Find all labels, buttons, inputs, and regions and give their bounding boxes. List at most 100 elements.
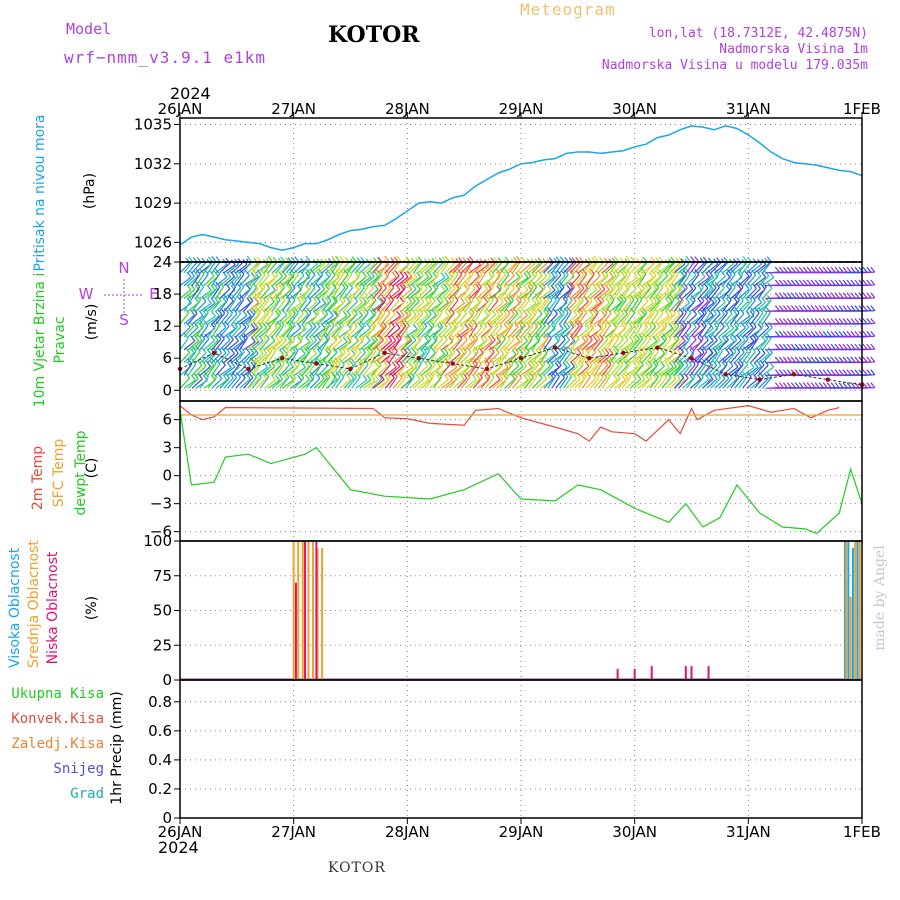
- wind-barb: [492, 314, 504, 325]
- wind-barb: [860, 387, 875, 389]
- wind-barb: [597, 339, 609, 351]
- wind-barb-flag: [700, 322, 706, 329]
- wind-barb-flag: [523, 284, 529, 291]
- wind-barb-flag: [443, 348, 449, 354]
- wind-barb: [570, 301, 581, 312]
- wind-barb: [758, 377, 769, 389]
- wind-barb-flag: [264, 294, 270, 301]
- wind-barb: [321, 300, 332, 312]
- wind-barb: [673, 338, 684, 351]
- wind-barb: [203, 289, 216, 299]
- wind-barb-flag: [778, 305, 784, 311]
- wind-barb: [535, 287, 546, 299]
- wind-barb-flag: [186, 297, 192, 304]
- wind-barb: [327, 376, 337, 389]
- wind-barb: [519, 300, 530, 312]
- wind-barb-flag: [716, 360, 722, 366]
- wind-barb: [207, 363, 217, 376]
- wind-barb: [734, 339, 746, 351]
- wind-barb-flag: [854, 382, 860, 388]
- wind-barb: [297, 299, 307, 312]
- wind-barb-flag: [700, 271, 706, 278]
- wind-barb-flag: [286, 271, 292, 278]
- wind-barb: [413, 313, 424, 325]
- wind-barb: [661, 366, 674, 376]
- wind-barb: [581, 262, 593, 274]
- wind-barb-flag: [254, 373, 260, 380]
- wind-barb: [508, 326, 519, 338]
- wind-barb: [726, 314, 738, 325]
- wind-barb: [566, 351, 577, 364]
- wind-barb: [293, 353, 306, 364]
- wind-barb-flag: [632, 361, 638, 368]
- wind-barb: [421, 350, 430, 363]
- wind-barb-flag: [440, 272, 446, 278]
- wind-barb: [649, 262, 661, 274]
- wind-barb-flag: [593, 255, 599, 262]
- wind-barb: [673, 364, 685, 376]
- wind-barb: [441, 314, 453, 325]
- wind-barb: [543, 328, 556, 338]
- wind-barb: [484, 325, 494, 338]
- wind-barb: [289, 261, 300, 274]
- wind-barb-flag: [846, 279, 852, 286]
- wind-barb-flag: [411, 309, 417, 316]
- wind-barb: [251, 261, 262, 274]
- wind-barb: [203, 352, 215, 364]
- wind-barb: [384, 377, 395, 389]
- wind-barb: [657, 315, 670, 325]
- wind-barb: [460, 328, 473, 338]
- wind-barb: [762, 312, 771, 325]
- wind-barb-flag: [468, 294, 474, 301]
- wind-barb: [335, 325, 345, 338]
- wind-barb-flag: [830, 292, 836, 299]
- wind-barb: [702, 325, 712, 338]
- wind-barb: [376, 264, 390, 274]
- wind-barb: [421, 339, 432, 351]
- wind-barb: [203, 315, 216, 325]
- wind-barb: [613, 313, 625, 325]
- wind-barb-flag: [518, 334, 523, 341]
- wind-barb: [445, 379, 457, 389]
- wind-barb-flag: [504, 346, 510, 352]
- wind-barb: [227, 263, 239, 274]
- wind-barb: [860, 335, 875, 338]
- wind-barb: [488, 379, 501, 389]
- wind-barb: [860, 310, 875, 312]
- wind-barb-flag: [604, 348, 610, 354]
- wind-barb: [456, 377, 468, 389]
- wind-barb-flag: [287, 334, 293, 340]
- wind-barb-flag: [399, 297, 405, 303]
- wind-barb: [215, 364, 226, 376]
- wind-barb: [421, 378, 433, 389]
- wind-barb-flag: [870, 279, 876, 286]
- wind-barb-flag: [814, 318, 820, 324]
- y-tick-label: 1026: [134, 233, 172, 251]
- wind-barb-flag: [842, 279, 848, 286]
- wind-barb-flag: [592, 283, 598, 290]
- wind-barb: [762, 326, 774, 338]
- wind-barb: [563, 350, 573, 363]
- wind-barb-flag: [395, 284, 401, 291]
- wind-barb-flag: [346, 374, 351, 380]
- wind-barb-flag: [688, 283, 694, 290]
- wind-barb: [661, 301, 673, 312]
- wind-barb: [227, 299, 237, 312]
- wind-barb: [441, 379, 454, 389]
- wind-barb-flag: [504, 256, 510, 263]
- wind-barb: [305, 339, 317, 351]
- year-top: 2024: [170, 84, 211, 103]
- wind-barb: [219, 288, 231, 299]
- wind-barb: [673, 325, 683, 338]
- wind-barb: [653, 352, 665, 364]
- wind-barb: [472, 352, 484, 364]
- wind-barb: [585, 325, 595, 338]
- wind-barb: [504, 263, 516, 274]
- wind-barb-flag: [461, 269, 467, 275]
- wind-barb: [682, 288, 694, 299]
- wind-barb-flag: [870, 369, 876, 376]
- wind-barb-flag: [204, 333, 210, 340]
- wind-barb: [243, 300, 254, 312]
- wind-barb-flag: [732, 296, 738, 303]
- wind-barb: [293, 377, 305, 389]
